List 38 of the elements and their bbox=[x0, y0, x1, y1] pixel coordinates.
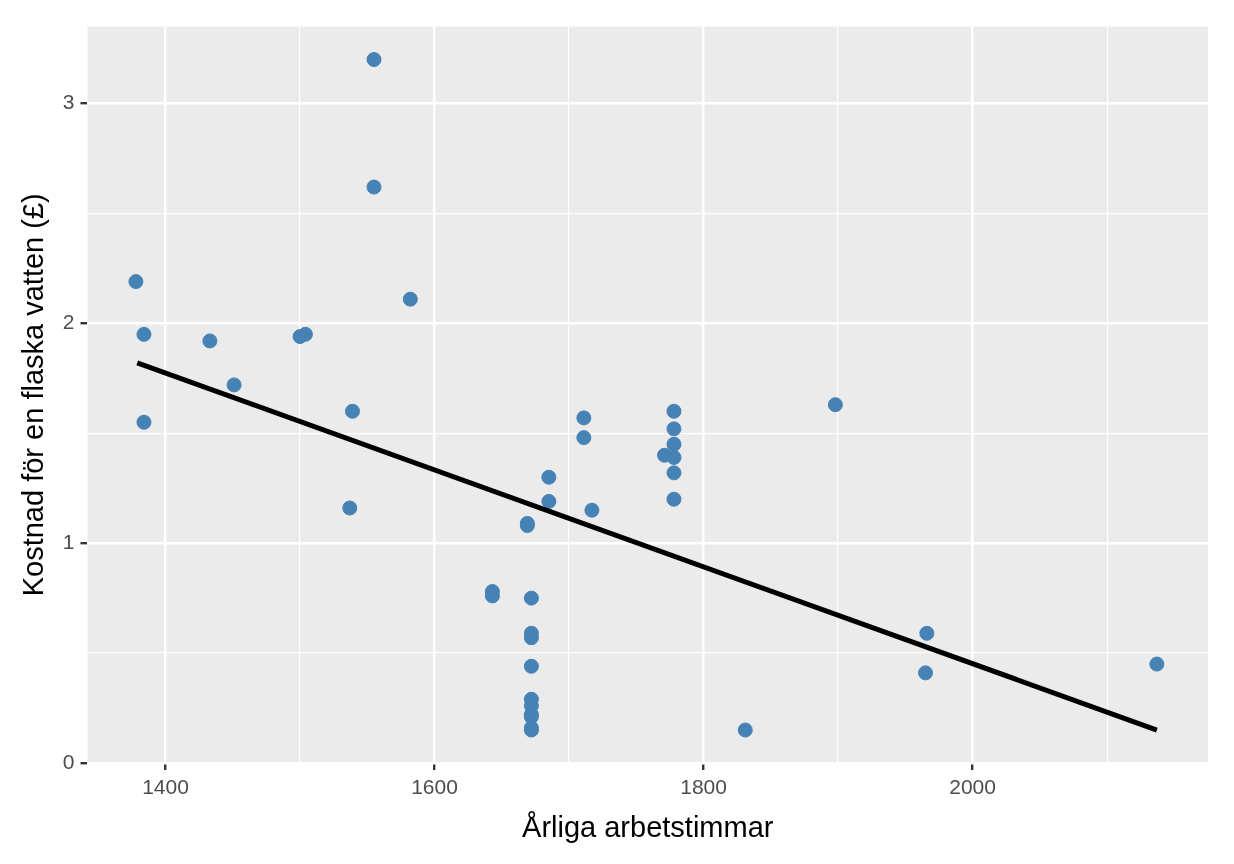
x-axis-title: Årliga arbetstimmar bbox=[522, 810, 774, 843]
point bbox=[226, 377, 242, 393]
point bbox=[576, 430, 592, 446]
y-tick-label: 1 bbox=[62, 529, 75, 553]
point bbox=[366, 52, 382, 68]
point bbox=[666, 403, 682, 419]
point bbox=[919, 625, 935, 641]
point bbox=[541, 469, 557, 485]
point bbox=[342, 500, 358, 516]
point bbox=[128, 274, 144, 290]
point bbox=[136, 326, 152, 342]
point bbox=[402, 291, 418, 307]
point bbox=[918, 665, 934, 681]
point bbox=[666, 436, 682, 452]
point bbox=[576, 410, 592, 426]
point bbox=[202, 333, 218, 349]
y-axis-title: Kostnad för en flaska vatten (£) bbox=[17, 193, 50, 597]
x-tick-label: 1400 bbox=[142, 775, 189, 799]
point bbox=[666, 465, 682, 481]
point bbox=[584, 502, 600, 518]
point bbox=[666, 421, 682, 437]
x-tick-label: 1800 bbox=[680, 775, 727, 799]
point bbox=[1149, 656, 1165, 672]
point bbox=[523, 590, 539, 606]
point bbox=[344, 403, 360, 419]
y-tick-label: 2 bbox=[62, 310, 75, 334]
point bbox=[136, 414, 152, 430]
x-tick-label: 2000 bbox=[949, 775, 996, 799]
point bbox=[827, 397, 843, 413]
point bbox=[666, 449, 682, 465]
x-tick-label: 1600 bbox=[411, 775, 458, 799]
point bbox=[541, 493, 557, 509]
point bbox=[366, 179, 382, 195]
y-tick-label: 3 bbox=[62, 90, 75, 114]
point bbox=[737, 722, 753, 738]
point bbox=[523, 658, 539, 674]
point bbox=[666, 491, 682, 507]
y-tick-label: 0 bbox=[62, 749, 75, 773]
